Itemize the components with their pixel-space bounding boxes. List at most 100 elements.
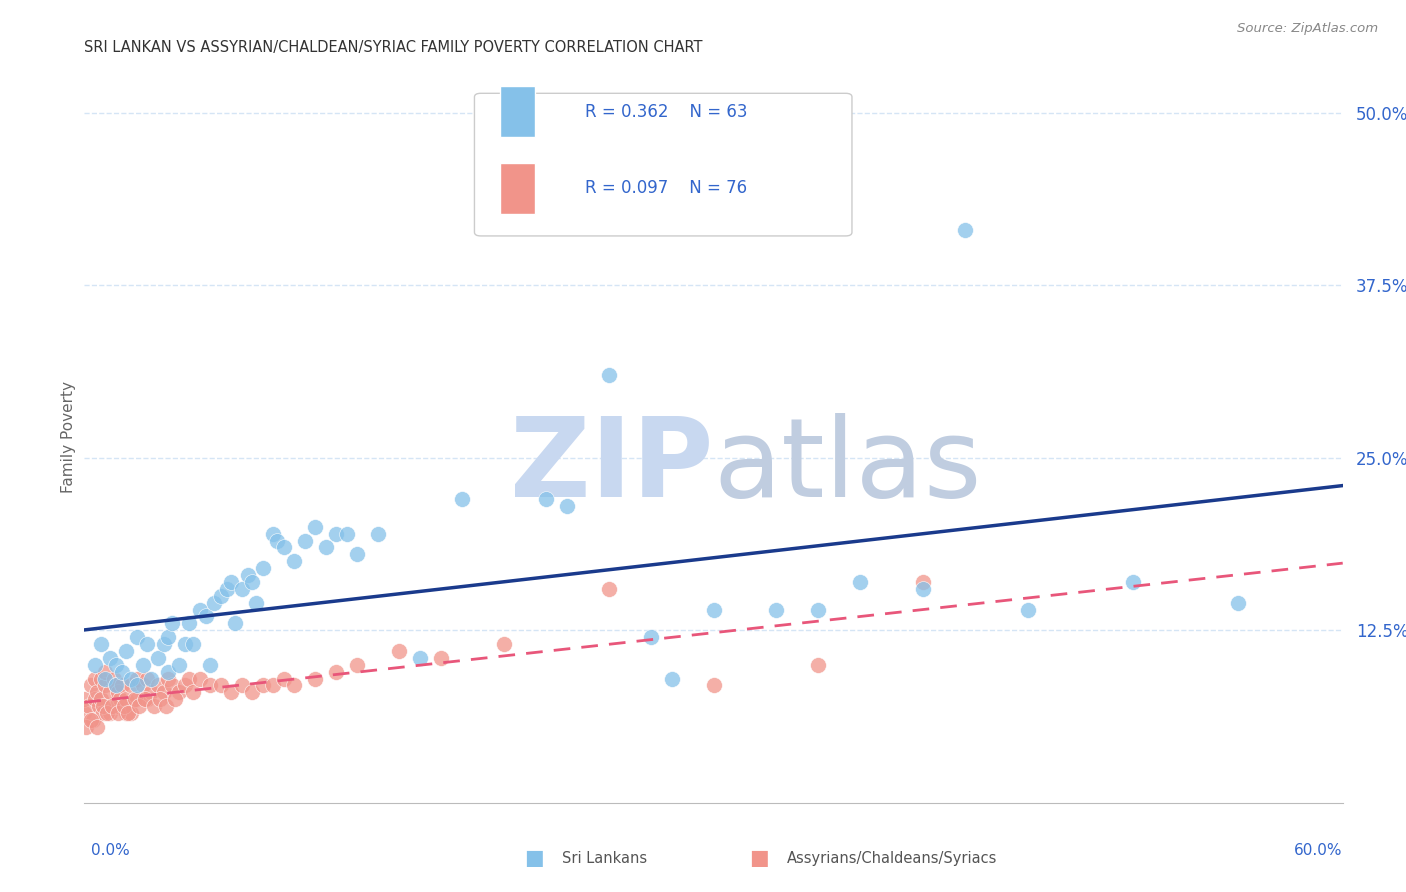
Point	[75, 720, 97, 734]
Point	[315, 541, 337, 555]
Point	[132, 678, 155, 692]
Point	[283, 678, 305, 692]
Point	[219, 685, 242, 699]
Point	[94, 665, 117, 679]
Point	[125, 630, 148, 644]
Point	[104, 678, 127, 692]
Point	[162, 678, 184, 692]
Point	[236, 568, 259, 582]
Point	[90, 672, 112, 686]
Point	[79, 678, 101, 692]
Text: ZIP: ZIP	[510, 413, 714, 520]
Point	[134, 692, 156, 706]
Point	[91, 699, 114, 714]
Point	[451, 492, 474, 507]
Point	[240, 574, 263, 589]
Point	[661, 672, 683, 686]
Point	[912, 582, 935, 596]
Point	[117, 706, 139, 720]
Text: Source: ZipAtlas.com: Source: ZipAtlas.com	[1237, 22, 1378, 36]
Point	[430, 651, 453, 665]
Point	[598, 582, 620, 596]
Point	[183, 637, 205, 651]
Point	[955, 223, 977, 237]
Point	[294, 533, 316, 548]
Point	[174, 637, 197, 651]
Point	[136, 672, 159, 686]
Point	[640, 630, 662, 644]
Point	[132, 657, 155, 672]
Point	[283, 554, 305, 568]
Point	[96, 706, 118, 720]
Point	[162, 616, 184, 631]
Point	[1226, 596, 1249, 610]
Point	[304, 520, 326, 534]
Point	[73, 706, 96, 720]
Point	[146, 651, 169, 665]
Point	[179, 672, 201, 686]
Point	[90, 692, 112, 706]
Point	[807, 602, 830, 616]
Point	[807, 657, 830, 672]
FancyBboxPatch shape	[474, 94, 852, 235]
FancyBboxPatch shape	[499, 163, 534, 214]
Point	[224, 616, 246, 631]
Point	[252, 561, 274, 575]
Point	[86, 685, 108, 699]
Point	[245, 596, 267, 610]
Point	[83, 692, 105, 706]
Point	[120, 706, 142, 720]
Point	[125, 692, 148, 706]
Point	[252, 678, 274, 692]
Text: R = 0.362    N = 63: R = 0.362 N = 63	[585, 103, 748, 120]
Point	[183, 685, 205, 699]
Point	[262, 678, 284, 692]
Point	[94, 672, 117, 686]
Point	[153, 637, 176, 651]
Point	[388, 644, 411, 658]
Point	[1017, 602, 1039, 616]
Text: 60.0%: 60.0%	[1295, 843, 1343, 858]
Point	[91, 706, 114, 720]
Point	[492, 637, 515, 651]
Point	[346, 548, 368, 562]
Point	[325, 665, 347, 679]
Text: ■: ■	[524, 848, 544, 868]
Point	[136, 692, 159, 706]
Point	[94, 678, 117, 692]
Point	[163, 692, 186, 706]
Text: Assyrians/Chaldeans/Syriacs: Assyrians/Chaldeans/Syriacs	[787, 851, 998, 865]
Point	[202, 596, 225, 610]
Point	[215, 582, 238, 596]
Point	[231, 582, 253, 596]
FancyBboxPatch shape	[499, 86, 534, 137]
Point	[335, 526, 357, 541]
Point	[146, 678, 169, 692]
Point	[1122, 574, 1144, 589]
Point	[179, 616, 201, 631]
Point	[304, 672, 326, 686]
Point	[87, 699, 110, 714]
Point	[107, 706, 129, 720]
Point	[120, 672, 142, 686]
Point	[111, 678, 134, 692]
Point	[98, 651, 121, 665]
Point	[200, 657, 222, 672]
Point	[111, 665, 134, 679]
Point	[104, 657, 127, 672]
Point	[115, 644, 138, 658]
Point	[100, 699, 122, 714]
Point	[188, 602, 211, 616]
Point	[83, 672, 105, 686]
Point	[555, 499, 578, 513]
Point	[86, 720, 108, 734]
Point	[200, 678, 222, 692]
Point	[273, 541, 295, 555]
Point	[325, 526, 347, 541]
Point	[103, 672, 125, 686]
Point	[174, 678, 197, 692]
Point	[409, 651, 432, 665]
Point	[115, 692, 138, 706]
Text: atlas: atlas	[714, 413, 981, 520]
Point	[83, 657, 105, 672]
